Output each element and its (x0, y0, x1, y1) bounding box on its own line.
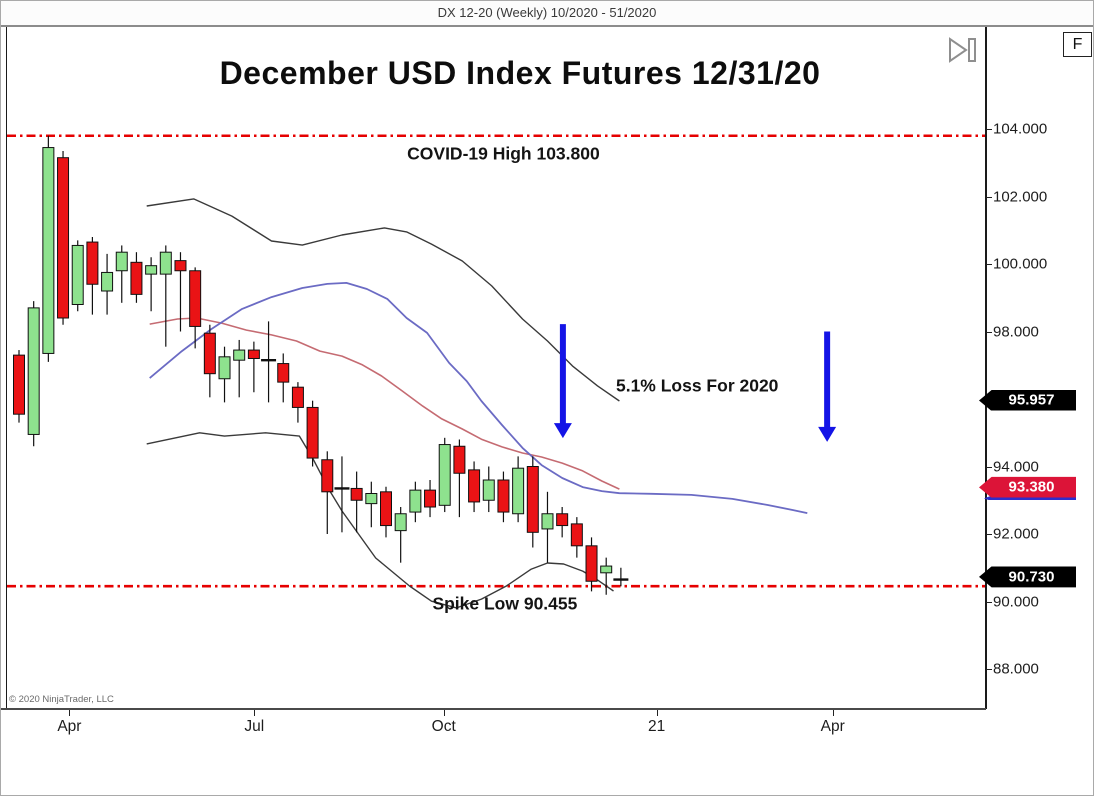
x-axis-label[interactable]: Apr (57, 718, 82, 735)
candle-up (71, 240, 84, 312)
candle-down (306, 400, 319, 467)
down-arrow[interactable] (818, 331, 837, 442)
x-axis-label[interactable]: Oct (431, 718, 456, 735)
price-badge: 93.380 (979, 476, 1076, 498)
y-axis-tick (986, 264, 992, 265)
x-axis-label[interactable]: 21 (647, 718, 666, 735)
time-axis[interactable]: Apr Jul Oct 21 Apr (1, 710, 1093, 758)
x-axis-tick (69, 710, 71, 716)
candle-down (174, 252, 187, 332)
time-axis-line (1, 708, 986, 710)
chart-title: December USD Index Futures 12/31/20 (219, 55, 821, 91)
candle-down (380, 486, 392, 538)
y-axis-tick (986, 466, 992, 468)
candle-down (453, 439, 466, 518)
badge-underline (984, 496, 1076, 501)
candle-up (394, 507, 407, 563)
y-axis-tick (986, 669, 992, 670)
down-arrow[interactable] (553, 324, 572, 439)
x-axis-tick (254, 710, 256, 716)
candle-down (497, 471, 510, 523)
y-axis-label: 94.000 (993, 458, 1039, 475)
sma-slow-line (149, 281, 808, 514)
candle-up (600, 557, 613, 595)
candle-up (101, 253, 114, 315)
play-step-icon[interactable] (947, 36, 981, 64)
y-axis-label: 88.000 (993, 660, 1039, 678)
y-axis-label: 90.000 (993, 593, 1039, 610)
y-axis-tick (986, 331, 992, 333)
candle-down (13, 350, 25, 423)
candle-down (350, 471, 363, 533)
candle-down (526, 456, 539, 548)
y-axis-label: 100.000 (993, 255, 1048, 273)
y-axis-tick (986, 196, 992, 198)
y-axis-label: 104.000 (993, 120, 1048, 138)
candle-down (189, 267, 202, 349)
candle-up (365, 481, 378, 528)
candle-up (218, 346, 231, 403)
sma-fast-line (149, 317, 620, 490)
candle-down (86, 237, 99, 315)
x-axis-tick (832, 710, 834, 716)
candle-up (409, 481, 422, 523)
price-badge: 95.957 (979, 389, 1076, 411)
candle-up (27, 301, 40, 447)
candle-doji (261, 321, 277, 403)
candle-doji (334, 456, 350, 533)
annotation-covid-high[interactable]: COVID-19 High 103.800 (407, 143, 600, 164)
candle-down (585, 537, 598, 592)
x-axis-label[interactable]: Apr (820, 718, 845, 735)
copyright-label: © 2020 NinjaTrader, LLC (9, 694, 114, 705)
candle-down (203, 324, 216, 398)
x-axis-tick (656, 710, 658, 716)
focus-button[interactable]: F (1063, 32, 1092, 57)
candle-down (570, 517, 583, 558)
annotation-spike-low[interactable]: Spike Low 90.455 (432, 593, 578, 614)
candle-up (482, 466, 495, 513)
y-axis-tick (986, 534, 992, 535)
candle-down (57, 150, 70, 325)
x-axis-tick (443, 710, 445, 716)
chart-canvas[interactable] (7, 27, 985, 708)
candle-up (541, 491, 554, 563)
price-axis-line (985, 27, 987, 709)
instrument-header: DX 12-20 (Weekly) 10/2020 - 51/2020 (1, 1, 1093, 27)
y-axis-label: 92.000 (993, 525, 1039, 543)
upper-band-line (146, 198, 620, 402)
candle-up (233, 339, 246, 398)
y-axis-tick (986, 601, 992, 603)
candle-up (512, 456, 525, 523)
candle-down (424, 480, 437, 518)
candle-doji (613, 567, 629, 587)
candle-up (115, 245, 128, 303)
price-badge: 90.730 (979, 566, 1076, 588)
y-axis-tick (986, 129, 992, 130)
candle-up (159, 245, 172, 347)
candle-down (277, 353, 290, 403)
candle-down (321, 451, 334, 534)
y-axis-label: 102.000 (993, 188, 1048, 205)
candle-down (130, 252, 143, 303)
candle-up (145, 257, 158, 312)
candle-down (247, 341, 260, 393)
x-axis-label[interactable]: Jul (244, 718, 265, 735)
candle-down (556, 507, 569, 538)
candle-down (291, 382, 304, 423)
annotation-loss-2020[interactable]: 5.1% Loss For 2020 (615, 375, 779, 396)
candle-up (438, 437, 451, 513)
candle-up (42, 135, 55, 362)
y-axis-label: 98.000 (993, 323, 1039, 340)
candle-down (468, 461, 481, 513)
lower-band-line (146, 432, 614, 609)
chart-plot-area[interactable]: December USD Index Futures 12/31/20 COVI… (6, 27, 985, 708)
price-axis[interactable]: 104.000 102.000 100.000 98.000 94.000 92.000 9… (979, 27, 1093, 708)
